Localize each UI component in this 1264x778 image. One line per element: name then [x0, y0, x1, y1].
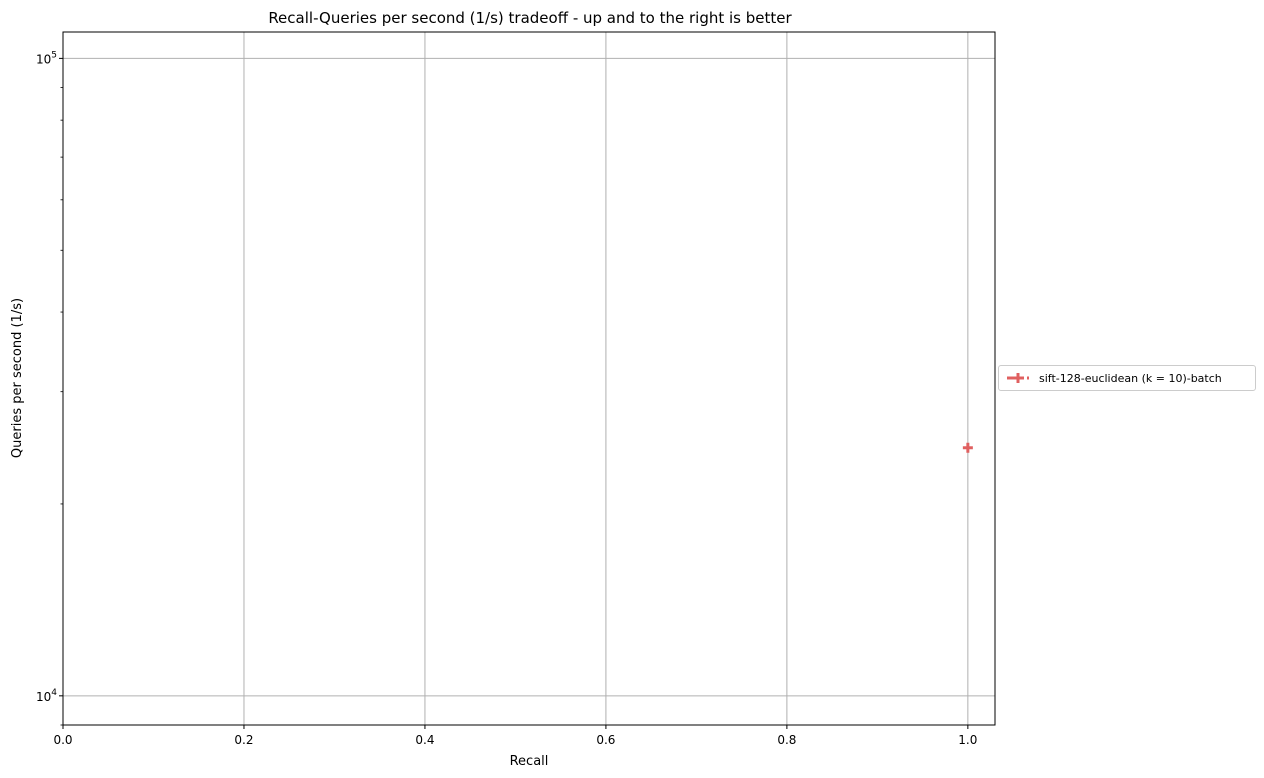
grid	[62, 32, 995, 725]
x-axis: 0.0 0.2 0.4 0.6 0.8 1.0	[53, 725, 977, 747]
x-tick-label: 1.0	[958, 733, 977, 747]
x-axis-label: Recall	[510, 754, 549, 769]
x-tick-label: 0.8	[777, 733, 796, 747]
legend: sift-128-euclidean (k = 10)-batch	[998, 365, 1256, 391]
y-tick-label: 104	[36, 688, 57, 704]
legend-swatch-icon	[999, 365, 1039, 391]
data-points	[962, 442, 973, 453]
y-axis: 104 105	[36, 50, 63, 726]
data-point	[962, 442, 973, 453]
x-tick-label: 0.2	[234, 733, 253, 747]
plot-area-frame	[62, 31, 996, 726]
y-tick-label: 105	[36, 50, 57, 66]
y-axis-label: Queries per second (1/s)	[10, 298, 25, 458]
x-tick-label: 0.6	[596, 733, 615, 747]
legend-label: sift-128-euclidean (k = 10)-batch	[1039, 371, 1222, 385]
x-tick-label: 0.4	[415, 733, 434, 747]
chart-title: Recall-Queries per second (1/s) tradeoff…	[268, 9, 792, 27]
x-tick-label: 0.0	[53, 733, 72, 747]
